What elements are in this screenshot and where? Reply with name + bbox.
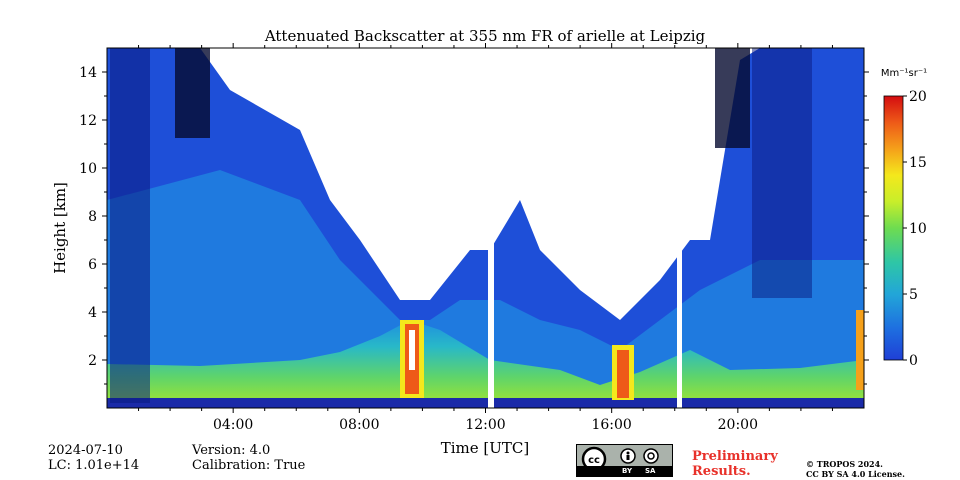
dark-noise-band-right	[715, 48, 812, 298]
cloud-column-1000	[400, 320, 424, 398]
colorbar-tick-label: 10	[909, 221, 927, 237]
y-axis-label: Height [km]	[51, 182, 69, 274]
colorbar-tick-label: 20	[909, 89, 927, 105]
y-tick-label: 8	[88, 209, 97, 225]
x-tick-label: 12:00	[465, 417, 505, 433]
no-data-gap-2	[677, 48, 682, 408]
y-tick-label: 10	[79, 161, 97, 177]
chart-title: Attenuated Backscatter at 355 nm FR of a…	[264, 27, 706, 45]
x-tick-label: 04:00	[213, 417, 253, 433]
boundary-layer	[107, 320, 864, 408]
preliminary-line-1: Preliminary	[692, 449, 778, 464]
x-tick-label: 20:00	[718, 417, 758, 433]
cloud-column-2345	[856, 310, 864, 390]
by-person-head-icon	[626, 451, 630, 455]
surface-band	[107, 398, 864, 408]
x-axis: 04:00 08:00 12:00 16:00 20:00	[138, 43, 833, 433]
colorbar-ticks: 0 5 10 15 20	[903, 89, 927, 369]
info-lidar-constant: LC: 1.01e+14	[48, 458, 140, 473]
copyright-line-1: © TROPOS 2024.	[806, 459, 883, 469]
info-version: Version: 4.0	[192, 443, 271, 458]
info-calibration: Calibration: True	[192, 458, 306, 473]
cloud-column-1630	[612, 345, 634, 400]
cc-badge-strip: BY SA	[577, 466, 672, 476]
plot-area	[107, 48, 864, 408]
colorbar-unit-label: Mm⁻¹sr⁻¹	[881, 68, 927, 79]
cc-logo-text: cc	[588, 455, 600, 466]
sa-share-arrow-icon	[647, 452, 655, 460]
sa-share-icon	[643, 448, 659, 464]
cc-license-badge: cc BY SA	[576, 444, 673, 477]
x-axis-label: Time [UTC]	[441, 439, 530, 457]
cc-sa-label: SA	[645, 467, 656, 475]
cc-by-label: BY	[622, 467, 633, 475]
x-tick-label: 16:00	[591, 417, 631, 433]
y-tick-label: 2	[88, 353, 97, 369]
y-tick-label: 4	[88, 305, 97, 321]
no-data-gap-1	[488, 48, 494, 408]
colorbar-tick-label: 0	[909, 353, 918, 369]
colorbar-tick-label: 15	[909, 155, 927, 171]
colorbar	[883, 95, 904, 361]
info-date: 2024-07-10	[48, 443, 123, 458]
y-tick-label: 12	[79, 113, 97, 129]
by-person-body-icon	[626, 455, 630, 460]
colorbar-tick-label: 5	[909, 287, 918, 303]
y-axis: 2 4 6 8 10 12 14	[79, 65, 869, 385]
x-tick-label: 08:00	[339, 417, 379, 433]
dark-noise-band-left	[110, 48, 210, 403]
aerosol-mid-layer	[107, 170, 864, 408]
preliminary-line-2: Results.	[692, 464, 751, 479]
y-tick-label: 14	[79, 65, 97, 81]
y-tick-label: 6	[88, 257, 97, 273]
copyright-line-2: CC BY SA 4.0 License.	[806, 469, 905, 479]
